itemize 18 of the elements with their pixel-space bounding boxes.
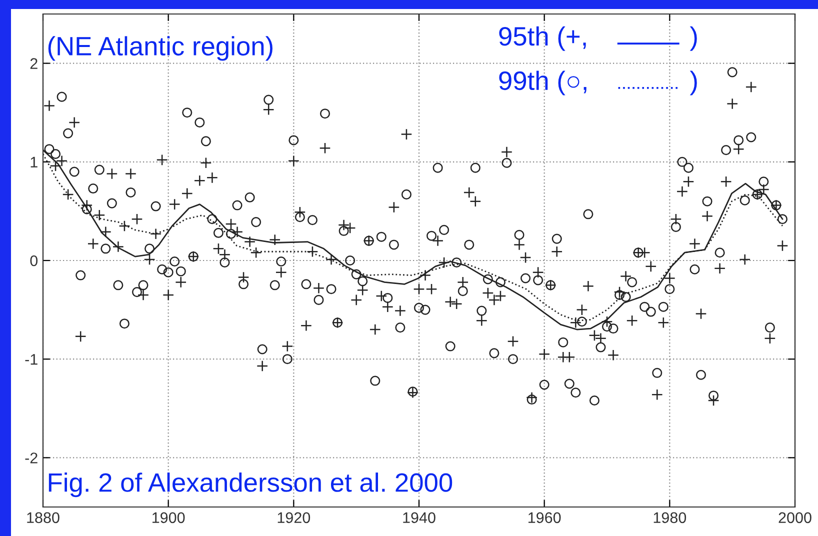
y-tick-label: 0 [30, 255, 38, 266]
annotation: 99th (○, [499, 70, 586, 96]
annotation: Fig. 2 of Alexandersson et al. 2000 [48, 472, 452, 498]
y-tick-label: -2 [25, 452, 38, 464]
y-tick-label: 2 [30, 58, 38, 69]
y-tick-label: 1 [30, 156, 38, 168]
x-tick-label: 1900 [152, 512, 185, 524]
x-tick-label: 1920 [278, 512, 310, 524]
annotation: ) [690, 26, 697, 51]
x-tick-label: 1880 [27, 512, 60, 524]
annotation: (NE Atlantic region) [48, 36, 272, 61]
x-tick-label: 1980 [654, 512, 686, 524]
x-tick-label: 1940 [403, 512, 436, 524]
x-tick-label: 2000 [778, 512, 812, 524]
x-tick-label: 1960 [528, 512, 561, 524]
annotation: ) [690, 70, 697, 96]
annotation: 95th (+, [499, 26, 586, 51]
y-tick-label: -1 [25, 354, 38, 365]
